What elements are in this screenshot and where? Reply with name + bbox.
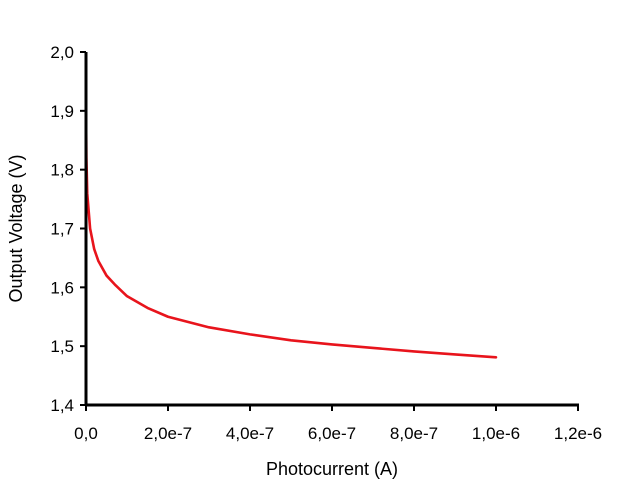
x-tick-label: 6,0e-7 bbox=[308, 424, 356, 443]
y-tick-label: 1,6 bbox=[50, 278, 74, 297]
x-tick-label: 4,0e-7 bbox=[226, 424, 274, 443]
x-tick-label: 8,0e-7 bbox=[390, 424, 438, 443]
x-axis-title: Photocurrent (A) bbox=[266, 459, 398, 479]
x-tick-label: 1,0e-6 bbox=[472, 424, 520, 443]
y-tick-label: 2,0 bbox=[50, 43, 74, 62]
x-tick-label: 1,2e-6 bbox=[554, 424, 602, 443]
series-line bbox=[84, 86, 498, 359]
x-axis-ticks: 0,0 2,0e-7 4,0e-7 6,0e-7 8,0e-7 1,0e-6 1,2e-6 bbox=[74, 405, 602, 443]
y-axis-title: Output Voltage (V) bbox=[6, 154, 26, 302]
x-tick-label: 0,0 bbox=[74, 424, 98, 443]
y-tick-label: 1,7 bbox=[50, 220, 74, 239]
y-tick-label: 1,9 bbox=[50, 102, 74, 121]
x-tick-label: 2,0e-7 bbox=[144, 424, 192, 443]
y-axis-ticks: 1,4 1,5 1,6 1,7 1,8 1,9 2,0 bbox=[50, 43, 86, 415]
series-layer bbox=[84, 86, 498, 359]
y-tick-label: 1,4 bbox=[50, 396, 74, 415]
y-tick-label: 1,5 bbox=[50, 337, 74, 356]
y-tick-label: 1,8 bbox=[50, 161, 74, 180]
